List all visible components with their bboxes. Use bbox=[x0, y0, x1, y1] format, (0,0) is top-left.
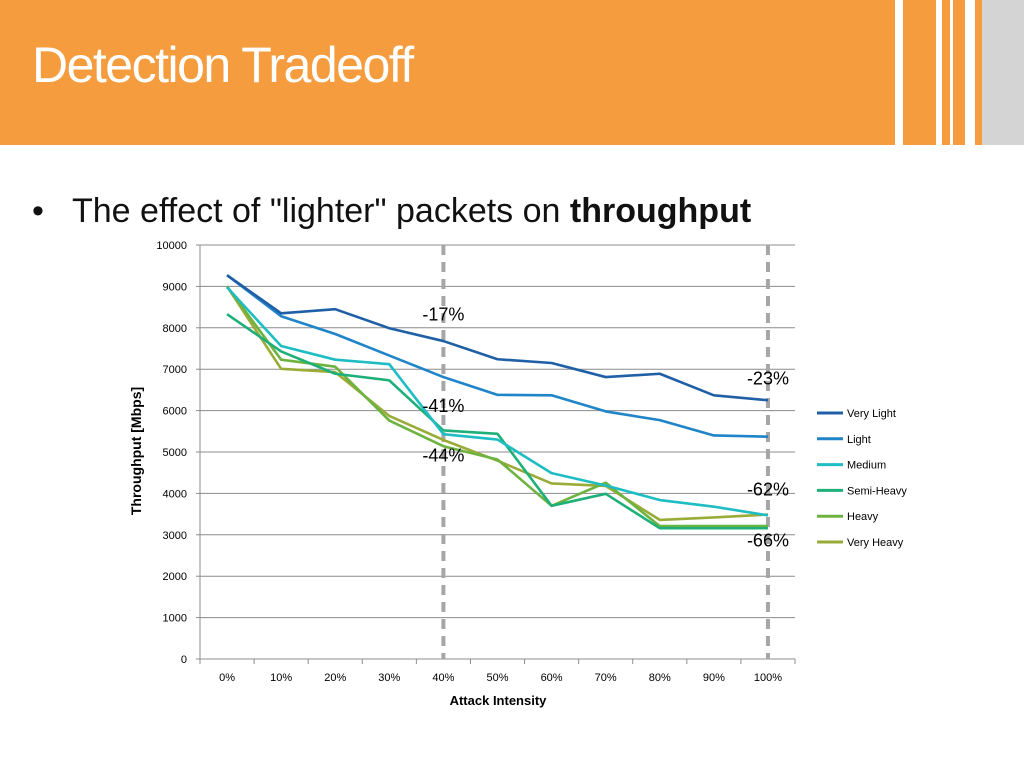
decor-stripe bbox=[936, 0, 942, 145]
x-tick-label: 30% bbox=[378, 672, 400, 684]
x-tick-label: 20% bbox=[324, 672, 346, 684]
bullet-icon: • bbox=[32, 192, 44, 230]
y-tick-label: 0 bbox=[181, 654, 187, 666]
title-banner: Detection Tradeoff bbox=[0, 0, 1024, 145]
series-lines bbox=[225, 274, 769, 530]
legend: Very Light Light Medium Semi-Heavy Heavy Very… bbox=[817, 408, 907, 549]
y-tick-label: 5000 bbox=[163, 447, 187, 459]
decor-stripe bbox=[965, 0, 975, 145]
axes bbox=[199, 245, 796, 664]
decor-stripe bbox=[895, 0, 903, 145]
y-tick-labels: 0 1000 2000 3000 4000 5000 6000 7000 8000 9000 100… bbox=[156, 240, 187, 666]
legend-label: Very Light bbox=[847, 408, 896, 420]
y-tick-label: 3000 bbox=[163, 530, 187, 542]
decor-stripe-grey bbox=[982, 0, 1024, 145]
annotation-label: -66% bbox=[747, 530, 789, 550]
annotation-label: -44% bbox=[422, 446, 464, 466]
annotation-label: -17% bbox=[422, 304, 464, 324]
y-tick-label: 7000 bbox=[163, 364, 187, 376]
legend-label: Very Heavy bbox=[847, 537, 904, 549]
x-tick-label: 100% bbox=[754, 672, 782, 684]
series-line-heavy bbox=[225, 285, 768, 528]
y-tick-label: 4000 bbox=[163, 488, 187, 500]
legend-label: Light bbox=[847, 434, 871, 446]
x-tick-label: 60% bbox=[541, 672, 563, 684]
x-axis-label: Attack Intensity bbox=[450, 693, 548, 708]
annotations: -17% -41% -44% -23% -62% -66% bbox=[422, 304, 789, 550]
x-tick-label: 10% bbox=[270, 672, 292, 684]
x-tick-label: 90% bbox=[703, 672, 725, 684]
bullet-text-prefix: The effect of "lighter" packets on bbox=[72, 192, 570, 230]
x-tick-label: 80% bbox=[649, 672, 671, 684]
series-line-very-light bbox=[226, 274, 769, 402]
y-tick-label: 10000 bbox=[156, 240, 187, 252]
series-line-light bbox=[226, 274, 768, 438]
annotation-label: -41% bbox=[422, 396, 464, 416]
y-tick-label: 9000 bbox=[163, 281, 187, 293]
decor-stripe bbox=[950, 0, 953, 145]
annotation-label: -62% bbox=[747, 479, 789, 499]
bullet-text-bold: throughput bbox=[569, 192, 752, 230]
y-tick-label: 6000 bbox=[163, 406, 187, 418]
x-tick-label: 70% bbox=[595, 672, 617, 684]
bullet-text: The effect of "lighter" packets on throu… bbox=[72, 192, 751, 230]
slide-title: Detection Tradeoff bbox=[32, 37, 414, 93]
x-tick-label: 0% bbox=[219, 672, 235, 684]
y-tick-label: 2000 bbox=[163, 571, 187, 583]
x-tick-label: 40% bbox=[432, 672, 454, 684]
series-line-medium bbox=[226, 286, 769, 517]
dashed-markers bbox=[441, 245, 770, 659]
x-tick-label: 50% bbox=[486, 672, 508, 684]
annotation-label: -23% bbox=[747, 369, 789, 389]
y-axis-label: Throughput [Mbps] bbox=[128, 387, 144, 515]
grid-lines bbox=[196, 244, 795, 660]
x-tick-labels: 0% 10% 20% 30% 40% 50% 60% 70% 80% 90% 100% bbox=[219, 672, 782, 684]
y-tick-label: 8000 bbox=[163, 323, 187, 335]
legend-label: Medium bbox=[847, 460, 886, 472]
series-line-semi-heavy bbox=[226, 313, 768, 530]
series-line-very-heavy bbox=[225, 285, 769, 522]
legend-label: Heavy bbox=[847, 511, 879, 523]
legend-label: Semi-Heavy bbox=[847, 485, 907, 497]
bullet-point: • The effect of "lighter" packets on thro… bbox=[32, 192, 751, 231]
y-tick-label: 1000 bbox=[163, 613, 187, 625]
